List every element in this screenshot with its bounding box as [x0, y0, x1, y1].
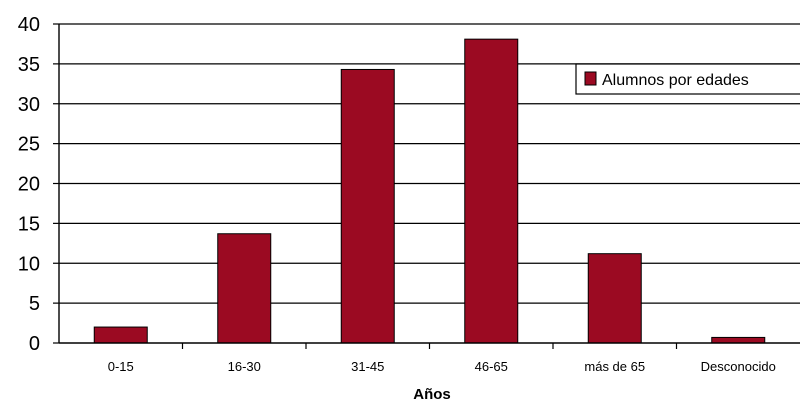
y-tick-label-25: 25 [18, 134, 40, 156]
bar-31-45 [340, 68, 395, 344]
y-tick-label-35: 35 [18, 54, 40, 76]
y-axis-ticks: 0 5 10 15 20 25 30 35 40 [18, 14, 59, 355]
y-tick-label-15: 15 [18, 213, 40, 235]
x-tick-label-1: 16-30 [228, 359, 261, 374]
x-tick-label-3: 46-65 [475, 359, 508, 374]
legend-label: Alumnos por edades [602, 72, 749, 89]
x-tick-label-5: Desconocido [701, 359, 776, 374]
legend-box [575, 63, 800, 95]
bar-0-15 [93, 326, 148, 344]
bar-Desconocido [711, 336, 766, 344]
y-tick-label-0: 0 [29, 333, 40, 355]
y-tick-label-40: 40 [18, 14, 40, 36]
y-tick-label-5: 5 [29, 293, 40, 315]
gridlines [59, 23, 800, 304]
bars [93, 38, 766, 344]
x-tick-label-2: 31-45 [351, 359, 384, 374]
x-axis-ticks: 0-15 16-30 31-45 46-65 más de 65 Desconocido [108, 343, 776, 374]
bar-más-de-65 [587, 253, 642, 344]
x-tick-label-4: más de 65 [584, 359, 645, 374]
y-tick-label-20: 20 [18, 174, 40, 196]
x-axis-label: Años [413, 386, 451, 403]
y-tick-label-10: 10 [18, 253, 40, 275]
legend-swatch [584, 71, 597, 86]
axes [58, 24, 800, 344]
bar-46-65 [464, 38, 519, 344]
legend: Alumnos por edades [575, 63, 800, 95]
y-tick-label-30: 30 [18, 94, 40, 116]
bar-16-30 [217, 233, 272, 344]
x-tick-label-0: 0-15 [108, 359, 134, 374]
